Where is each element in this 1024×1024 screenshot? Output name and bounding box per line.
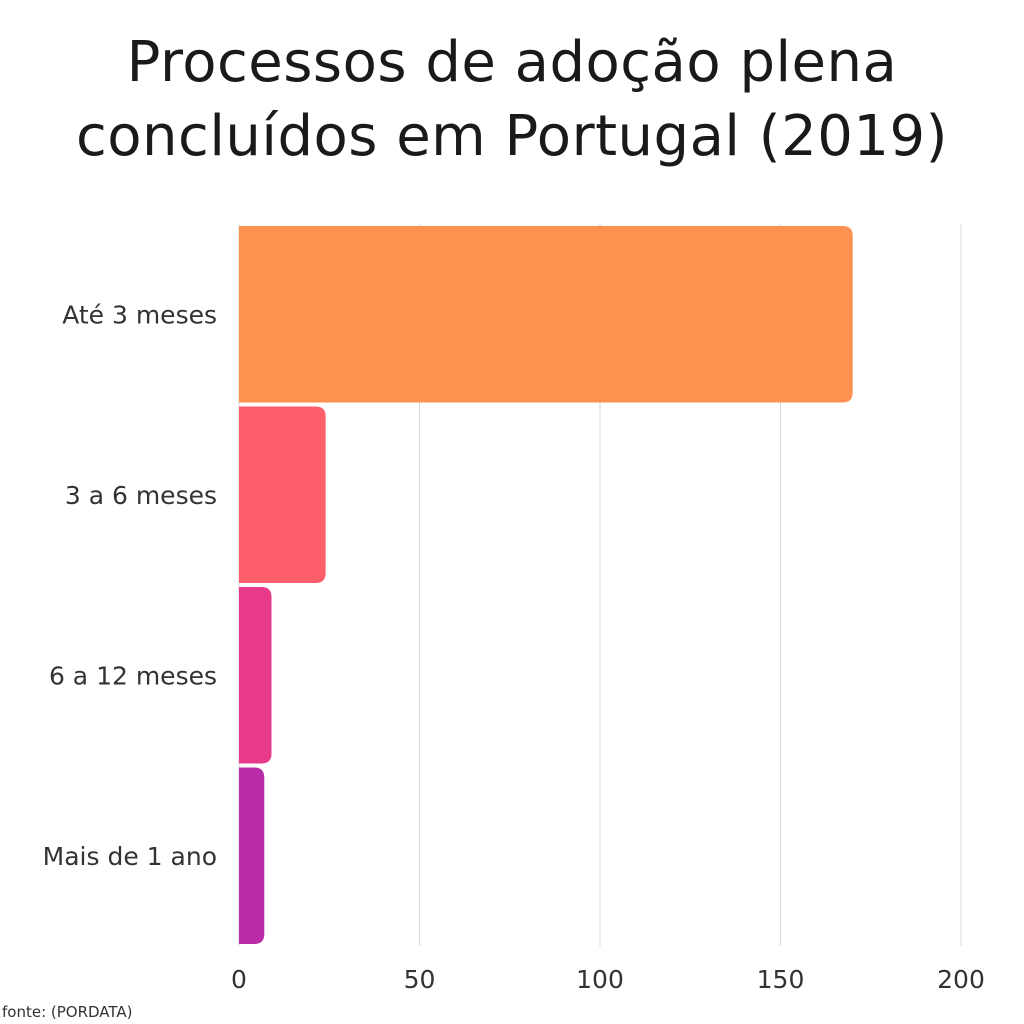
category-label-0: Até 3 meses bbox=[62, 300, 217, 329]
x-tick-label-50: 50 bbox=[404, 965, 436, 994]
category-label-1: 3 a 6 meses bbox=[65, 481, 217, 510]
category-label-3: Mais de 1 ano bbox=[43, 842, 217, 871]
x-tick-label-150: 150 bbox=[757, 965, 805, 994]
source-note: fonte: (PORDATA) bbox=[2, 1003, 133, 1021]
x-tick-label-200: 200 bbox=[937, 965, 985, 994]
bar-1 bbox=[239, 406, 326, 583]
x-tick-label-0: 0 bbox=[231, 965, 247, 994]
chart-title-line-2: concluídos em Portugal (2019) bbox=[76, 104, 948, 169]
bar-3 bbox=[239, 767, 265, 944]
chart-title-line-1: Processos de adoção plena bbox=[126, 30, 898, 95]
category-label-2: 6 a 12 meses bbox=[49, 661, 217, 690]
x-tick-label-100: 100 bbox=[576, 965, 624, 994]
bar-2 bbox=[239, 587, 272, 764]
bar-0 bbox=[239, 226, 853, 403]
chart-title: Processos de adoção plena concluídos em … bbox=[0, 26, 1024, 174]
